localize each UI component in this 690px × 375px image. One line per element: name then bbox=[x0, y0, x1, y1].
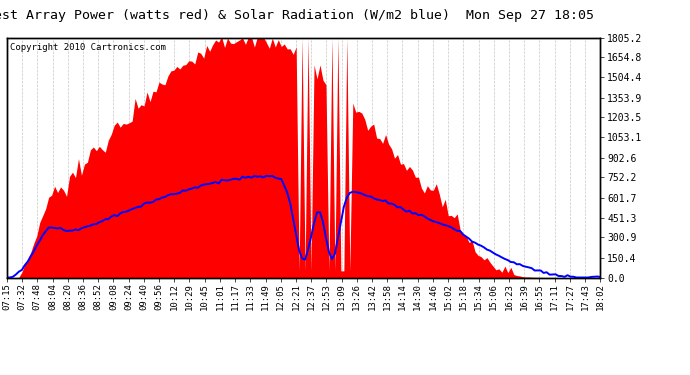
Text: West Array Power (watts red) & Solar Radiation (W/m2 blue)  Mon Sep 27 18:05: West Array Power (watts red) & Solar Rad… bbox=[0, 9, 594, 22]
Text: Copyright 2010 Cartronics.com: Copyright 2010 Cartronics.com bbox=[10, 44, 166, 52]
